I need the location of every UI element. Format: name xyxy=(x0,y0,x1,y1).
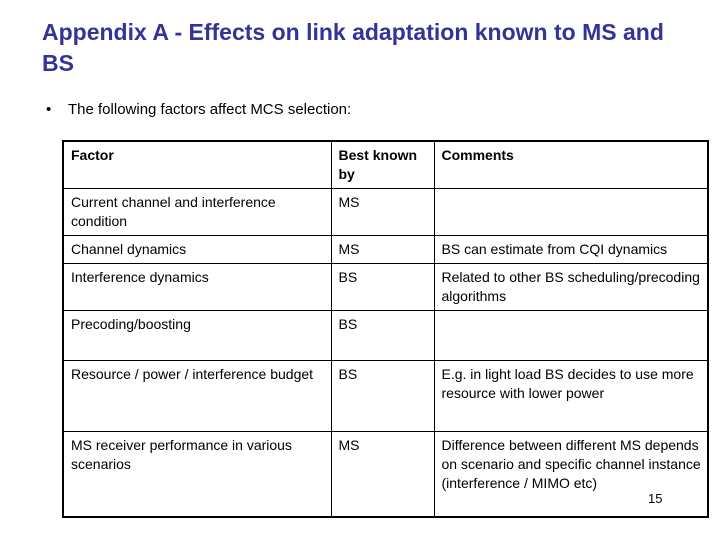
cell-best-known-by: MS xyxy=(330,431,435,517)
header-factor: Factor xyxy=(62,140,332,189)
factors-table: Factor Best known by Comments Current ch… xyxy=(62,140,709,518)
cell-best-known-by: BS xyxy=(330,263,435,311)
cell-comments: BS can estimate from CQI dynamics xyxy=(433,235,709,264)
bullet-icon: • xyxy=(46,101,52,118)
table-header-row: Factor Best known by Comments xyxy=(62,140,709,189)
cell-comments xyxy=(433,310,709,361)
table-row: Precoding/boosting BS xyxy=(62,310,709,361)
cell-factor: Interference dynamics xyxy=(62,263,332,311)
table-row: MS receiver performance in various scena… xyxy=(62,431,709,517)
cell-comments: Related to other BS scheduling/precoding… xyxy=(433,263,709,311)
cell-best-known-by: MS xyxy=(330,188,435,236)
page-number: 15 xyxy=(648,491,663,506)
cell-factor: MS receiver performance in various scena… xyxy=(62,431,332,517)
slide-title: Appendix A - Effects on link adaptation … xyxy=(42,19,664,76)
factors-table-wrap: Factor Best known by Comments Current ch… xyxy=(62,140,709,518)
table-row: Interference dynamics BS Related to othe… xyxy=(62,263,709,311)
cell-best-known-by: MS xyxy=(330,235,435,264)
cell-factor: Resource / power / interference budget xyxy=(62,360,332,432)
cell-comments: E.g. in light load BS decides to use mor… xyxy=(433,360,709,432)
cell-best-known-by: BS xyxy=(330,310,435,361)
bullet-text: The following factors affect MCS selecti… xyxy=(68,101,352,118)
table-row: Resource / power / interference budget B… xyxy=(62,360,709,432)
cell-comments xyxy=(433,188,709,236)
cell-factor: Current channel and interference conditi… xyxy=(62,188,332,236)
cell-best-known-by: BS xyxy=(330,360,435,432)
bullet-line: • The following factors affect MCS selec… xyxy=(44,100,351,120)
table-row: Current channel and interference conditi… xyxy=(62,188,709,236)
table-row: Channel dynamics MS BS can estimate from… xyxy=(62,235,709,264)
header-best-known-by: Best known by xyxy=(330,140,435,189)
cell-factor: Channel dynamics xyxy=(62,235,332,264)
header-comments: Comments xyxy=(433,140,709,189)
cell-comments: Difference between different MS depends … xyxy=(433,431,709,517)
cell-factor: Precoding/boosting xyxy=(62,310,332,361)
